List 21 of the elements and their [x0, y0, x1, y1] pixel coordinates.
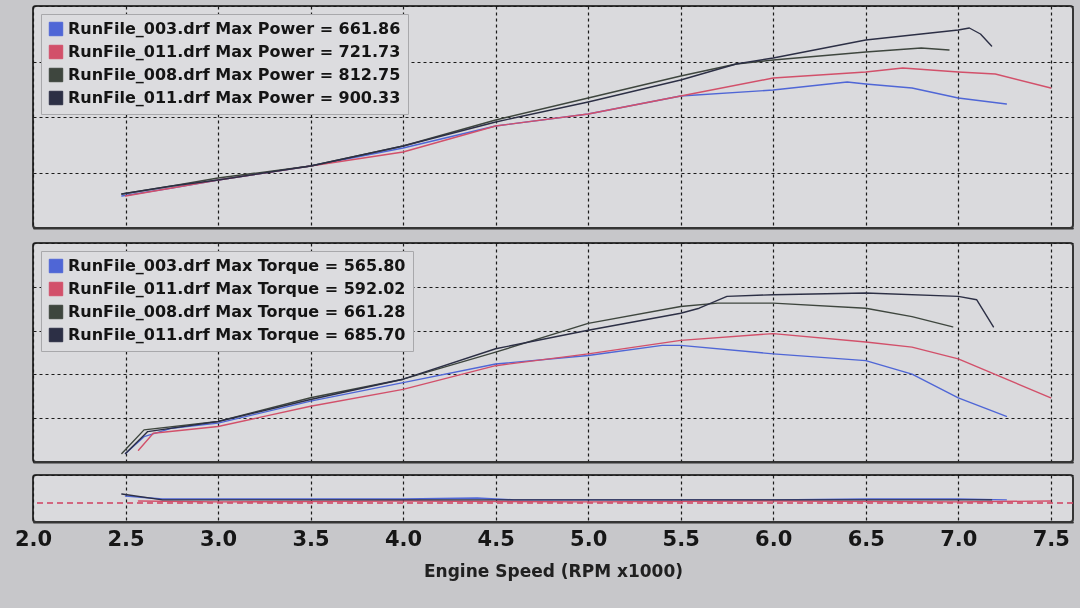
- legend-label: RunFile_011.drf Max Torque = 685.70: [68, 325, 406, 344]
- x-tick-label: 6.5: [847, 526, 885, 551]
- legend-label: RunFile_003.drf Max Torque = 565.80: [68, 256, 406, 275]
- x-tick-label: 7.0: [940, 526, 978, 551]
- x-tick-label: 7.5: [1032, 526, 1070, 551]
- x-tick-label: 2.0: [14, 526, 53, 551]
- legend-label: RunFile_003.drf Max Power = 661.86: [68, 19, 401, 38]
- x-axis-title: Engine Speed (RPM x1000): [423, 560, 684, 581]
- x-tick-label: 4.0: [385, 526, 423, 551]
- x-tick-label: 3.5: [292, 526, 330, 551]
- legend-label: RunFile_008.drf Max Power = 812.75: [68, 65, 401, 84]
- legend-label: RunFile_011.drf Max Power = 900.33: [68, 88, 401, 107]
- x-tick-label: 6.0: [755, 526, 793, 551]
- x-tick-label: 2.5: [107, 526, 145, 551]
- x-tick-label: 3.0: [199, 526, 238, 551]
- x-tick-label: 5.5: [662, 526, 700, 551]
- legend-label: RunFile_011.drf Max Power = 721.73: [68, 42, 401, 61]
- legend-label: RunFile_011.drf Max Torque = 592.02: [68, 279, 406, 298]
- x-tick-label: 4.5: [477, 526, 515, 551]
- x-tick-label: 5.0: [570, 526, 608, 551]
- legend-label: RunFile_008.drf Max Torque = 661.28: [68, 302, 406, 321]
